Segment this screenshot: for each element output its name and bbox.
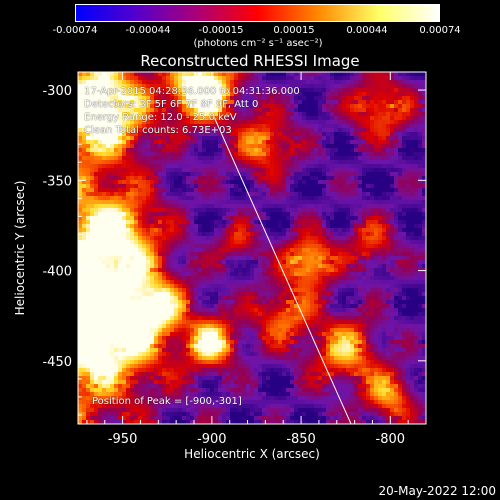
colorbar-tick-label: 0.00015 (273, 25, 315, 36)
colorbar-gradient (75, 4, 440, 22)
solar-limb-line (193, 72, 352, 424)
annotation-detectors: Detectors: 3F 5F 6F 7F 8F 9F, Att 0 (84, 99, 259, 110)
annotation-time-range: 17-Apr-2015 04:28:36.000 to 04:31:36.000 (84, 86, 300, 97)
y-tick-label: -450 (42, 355, 72, 370)
x-tick-label: -850 (286, 432, 316, 447)
colorbar-tick-label: 0.00044 (346, 25, 388, 36)
plot-frame (77, 71, 427, 425)
y-axis-label: Heliocentric Y (arcsec) (13, 180, 27, 316)
annotation-peak-position: Position of Peak = [-900,-301] (92, 396, 242, 407)
x-axis-label: Heliocentric X (arcsec) (184, 447, 320, 461)
annotation-energy-range: Energy Range: 12.0 - 25.0 keV (84, 112, 237, 123)
heatmap-image (78, 72, 426, 424)
colorbar-units: (photons cm⁻² s⁻¹ asec⁻²) (193, 38, 323, 49)
colorbar-tick-label: -0.00074 (52, 25, 98, 36)
x-tick-label: -900 (197, 432, 227, 447)
colorbar-tick-label: 0.00074 (419, 25, 461, 36)
y-tick-label: -400 (42, 265, 72, 280)
x-tick-label: -950 (108, 432, 138, 447)
colorbar (75, 4, 440, 22)
annotation-counts: Clean Total counts: 6.73E+03 (84, 125, 232, 136)
x-tick-label: -800 (376, 432, 406, 447)
colorbar-tick-label: -0.00015 (198, 25, 244, 36)
y-tick-label: -350 (42, 174, 72, 189)
chart-title: Reconstructed RHESSI Image (140, 52, 360, 70)
y-tick-label: -300 (42, 84, 72, 99)
timestamp: 20-May-2022 12:00 (378, 484, 496, 498)
colorbar-tick-label: -0.00044 (125, 25, 171, 36)
